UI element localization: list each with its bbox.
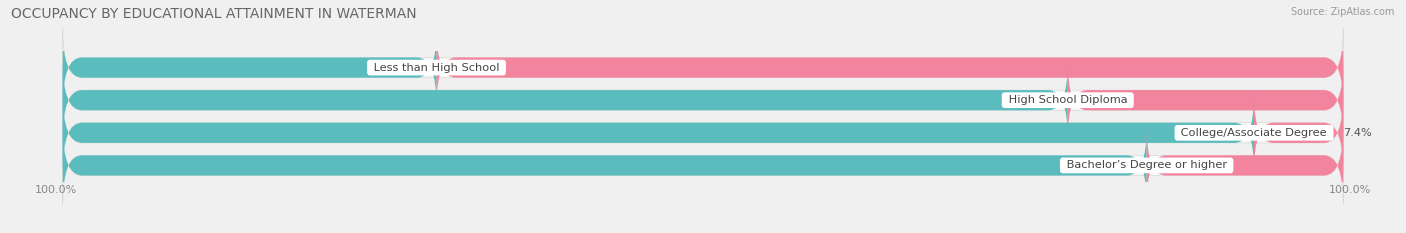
Text: Bachelor’s Degree or higher: Bachelor’s Degree or higher [1063,161,1230,170]
FancyBboxPatch shape [63,127,1147,204]
Text: 70.6%: 70.6% [456,63,495,72]
Text: 92.6%: 92.6% [1195,128,1234,138]
FancyBboxPatch shape [63,29,1343,106]
FancyBboxPatch shape [63,61,1067,139]
FancyBboxPatch shape [63,94,1343,172]
Text: Source: ZipAtlas.com: Source: ZipAtlas.com [1291,7,1395,17]
Text: 78.2%: 78.2% [1010,95,1049,105]
Text: OCCUPANCY BY EDUCATIONAL ATTAINMENT IN WATERMAN: OCCUPANCY BY EDUCATIONAL ATTAINMENT IN W… [11,7,416,21]
Text: College/Associate Degree: College/Associate Degree [1177,128,1330,138]
Text: 21.8%: 21.8% [1087,95,1126,105]
FancyBboxPatch shape [63,29,436,106]
Text: 84.3%: 84.3% [1087,161,1128,170]
FancyBboxPatch shape [63,61,1343,139]
Text: 15.7%: 15.7% [1166,161,1205,170]
Text: 29.4%: 29.4% [377,63,418,72]
FancyBboxPatch shape [1067,61,1343,139]
FancyBboxPatch shape [1254,94,1343,172]
FancyBboxPatch shape [63,127,1343,204]
FancyBboxPatch shape [63,94,1254,172]
Text: High School Diploma: High School Diploma [1005,95,1130,105]
FancyBboxPatch shape [1147,127,1343,204]
Text: Less than High School: Less than High School [370,63,503,72]
FancyBboxPatch shape [436,29,1343,106]
Text: 7.4%: 7.4% [1343,128,1372,138]
